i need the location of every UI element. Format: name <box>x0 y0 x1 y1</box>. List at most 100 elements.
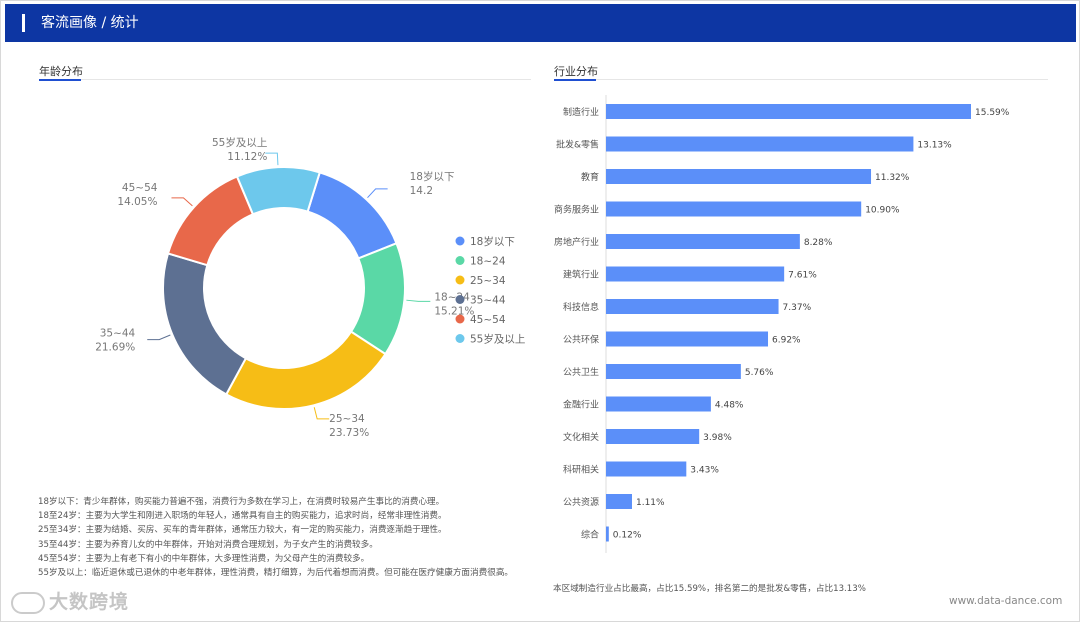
watermark-text: 大数跨境 <box>49 591 130 613</box>
age-section-rule <box>81 79 531 80</box>
donut-leader-line <box>147 334 171 341</box>
industry-section-rule <box>596 79 1048 80</box>
watermark-logo-icon <box>11 591 45 614</box>
legend-marker <box>455 314 465 324</box>
bar-category-label: 商务服务业 <box>554 204 599 216</box>
bar <box>606 331 769 347</box>
bar-category-label: 房地产行业 <box>554 236 599 248</box>
bar <box>606 104 971 119</box>
header-bar: 客流画像 / 统计 <box>5 4 1076 42</box>
bar <box>606 136 914 152</box>
bar-value-label: 6.92% <box>772 336 801 346</box>
bar-value-label: 7.61% <box>788 271 817 281</box>
note-line: 18至24岁：主要为大学生和刚进入职场的年轻人，通常具有自主的购买能力，追求时尚… <box>38 511 447 522</box>
age-notes: 18岁以下：青少年群体，购买能力普遍不强，消费行为多数在学习上，在消费时较易产生… <box>38 495 518 580</box>
industry-bar-chart: 制造行业 15.59% 批发&零售 13.13% 教育 11.32% 商务服务业 10.90%… <box>554 95 1010 553</box>
bar-value-label: 3.43% <box>690 466 719 476</box>
bar-category-label: 公共环保 <box>563 334 599 346</box>
bar <box>606 396 711 412</box>
legend-label: 45~54 <box>470 314 506 326</box>
donut-slice <box>235 166 322 216</box>
bar <box>606 169 872 184</box>
donut-slice-label: 18岁以下 <box>410 170 455 183</box>
note-line: 45至54岁：主要为上有老下有小的中年群体，大多理性消费，为父母产生的消费较多。 <box>38 553 370 564</box>
donut-slice-value: 11.12% <box>227 151 267 163</box>
bar-category-label: 建筑行业 <box>563 269 599 281</box>
bar-value-label: 8.28% <box>804 238 833 248</box>
note-line: 25至34岁：主要为结婚、买房、买车的青年群体，通常压力较大，有一定的购买能力，… <box>38 525 447 536</box>
bar-category-label: 金融行业 <box>563 399 599 411</box>
donut-slice <box>166 175 255 267</box>
donut-leader-line <box>265 152 279 166</box>
bar <box>606 461 687 477</box>
donut-slice-value: 21.69% <box>95 342 135 354</box>
watermark: 大数跨境 <box>11 587 129 614</box>
donut-leader-line <box>406 299 431 302</box>
bar-value-label: 15.59% <box>975 108 1010 118</box>
donut-slice-value: 14.05% <box>117 196 157 208</box>
donut-slice <box>306 171 398 260</box>
legend-marker <box>455 236 465 246</box>
donut-slice-label: 55岁及以上 <box>212 136 267 149</box>
bar-category-label: 批发&零售 <box>556 139 599 151</box>
bar-value-label: 10.90% <box>865 206 900 216</box>
donut-slice-label: 45~54 <box>122 182 158 194</box>
note-line: 55岁及以上：临近退休或已退休的中老年群体，理性消费，精打细算，为后代着想而消费… <box>38 568 514 579</box>
age-section-title: 年龄分布 <box>39 65 83 78</box>
legend-label: 55岁及以上 <box>470 333 525 346</box>
legend-marker <box>455 275 465 285</box>
donut-slice-value: 23.73% <box>329 427 369 439</box>
donut-slice-value: 15.21% <box>434 305 474 317</box>
header-accent-bar <box>22 14 25 32</box>
bar-value-label: 11.32% <box>875 173 910 183</box>
note-line: 18岁以下：青少年群体，购买能力普遍不强，消费行为多数在学习上，在消费时较易产生… <box>38 497 445 507</box>
bar-value-label: 0.12% <box>613 531 642 541</box>
legend-label: 18岁以下 <box>470 235 515 248</box>
bar <box>606 526 609 542</box>
donut-slice-label: 35~44 <box>100 328 136 340</box>
industry-section-title: 行业分布 <box>554 65 598 78</box>
brand-url[interactable]: www.data-dance.com <box>949 595 1063 607</box>
bar-category-label: 科技信息 <box>563 301 599 313</box>
donut-leader-line <box>171 197 193 207</box>
donut-slice-label: 18~24 <box>434 291 470 303</box>
bar <box>606 299 779 314</box>
donut-slice <box>224 330 387 410</box>
age-section-underline <box>39 79 81 81</box>
donut-slice <box>162 252 248 396</box>
bar-value-label: 4.48% <box>715 401 744 411</box>
bar-value-label: 7.37% <box>783 303 812 313</box>
bar-value-label: 3.98% <box>703 433 732 443</box>
bar-category-label: 制造行业 <box>563 106 599 118</box>
bar-value-label: 5.76% <box>745 368 774 378</box>
bar-category-label: 公共资源 <box>563 497 599 508</box>
bar <box>606 364 741 379</box>
donut-leader-line <box>313 407 330 420</box>
industry-section-underline <box>554 79 596 81</box>
legend-marker <box>455 295 465 304</box>
legend-label: 18~24 <box>470 256 506 268</box>
legend-label: 35~44 <box>470 295 506 307</box>
bar-value-label: 13.13% <box>917 141 952 151</box>
bar <box>606 234 800 249</box>
bar-category-label: 教育 <box>581 171 599 183</box>
bar-category-label: 文化相关 <box>563 431 599 443</box>
bar <box>606 266 785 282</box>
bar-category-label: 公共卫生 <box>563 366 599 378</box>
age-donut-chart: 18岁以下 14.2 18~24 15.21% 25~34 23.73% 35~44 21.6… <box>95 136 525 439</box>
industry-footnote: 本区域制造行业占比最高，占比15.59%，排名第二的是批发&零售，占比13.13… <box>553 584 866 594</box>
donut-slice-value: 14.2 <box>410 185 433 197</box>
bar <box>606 201 862 217</box>
bar-value-label: 1.11% <box>636 498 665 508</box>
page-title: 客流画像 / 统计 <box>41 15 139 31</box>
donut-leader-line <box>367 188 388 199</box>
bar <box>606 429 700 444</box>
bar <box>606 494 632 509</box>
legend-marker <box>455 334 465 343</box>
donut-slice-label: 25~34 <box>329 413 365 425</box>
legend-label: 25~34 <box>470 275 506 287</box>
bar-category-label: 科研相关 <box>563 464 599 476</box>
note-line: 35至44岁：主要为养育儿女的中年群体，开始对消费合理规划，为子女产生的消费较多… <box>38 539 378 550</box>
bar-category-label: 综合 <box>581 529 599 541</box>
